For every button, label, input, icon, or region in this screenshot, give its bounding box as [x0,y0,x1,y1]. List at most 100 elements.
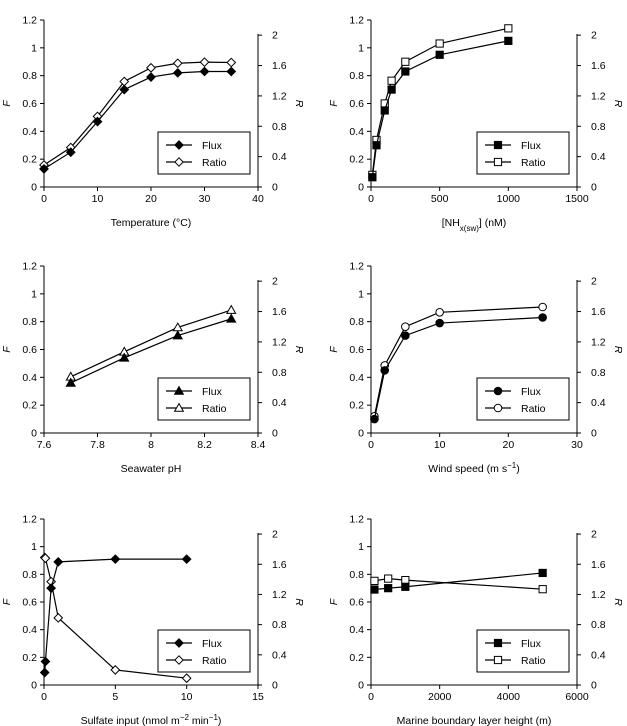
data-point-flux [401,331,410,340]
x-tick-label: 4000 [497,691,521,703]
x-tick-label: 1500 [565,193,589,205]
right-tick-label: 0 [272,182,278,194]
left-axis-label: F [1,100,13,107]
x-tick-label: 0 [41,193,47,205]
right-tick-label: 2 [272,529,278,541]
data-point-flux [401,67,410,76]
right-tick-label: 0.4 [591,649,606,661]
x-tick-label: 20 [145,193,157,205]
left-tick-label: 0 [358,680,364,692]
x-tick-label: 2000 [428,691,452,703]
data-point-flux [384,584,393,593]
data-point-flux [46,583,57,594]
x-tick-label: 1000 [497,193,521,205]
chart-panel-2: 0 0.2 0.4 0.6 0.8 1 1.2 0 0.4 0.8 1.2 1.6 2 0 500 1000 1… [328,15,624,233]
right-tick-label: 1.2 [591,589,606,601]
legend-label-ratio: Ratio [202,655,227,667]
chart-panel-3: 0 0.2 0.4 0.6 0.8 1 1.2 0 0.4 0.8 1.2 1.6 2 7.6 7.8 8 8.… [1,261,305,476]
right-tick-label: 0.4 [591,397,606,409]
right-axis-label: R [293,346,305,354]
legend-label-flux: Flux [521,140,542,152]
right-tick-label: 1.6 [272,306,287,318]
left-tick-label: 0.8 [349,70,364,82]
data-point-ratio [504,24,513,33]
x-axis-label: [NHx(sw)] (nM) [442,217,507,233]
legend-label-ratio: Ratio [521,655,546,667]
left-axis-label: F [328,346,340,353]
data-point-flux [119,84,130,95]
left-tick-label: 0.6 [349,98,364,110]
left-tick-label: 1 [31,42,37,54]
data-point-flux [370,585,379,594]
series-line-flux [70,318,232,384]
right-tick-label: 1.2 [272,90,287,102]
x-tick-label: 8 [148,439,154,451]
legend-box [157,377,251,421]
x-tick-label: 10 [181,691,193,703]
chart-panel-1: 00.20.40.60.811.200.40.81.21.620 10 20 30 40… [1,15,305,230]
right-axis-label: R [293,100,305,108]
right-tick-label: 1.6 [591,60,606,72]
data-point-flux [92,116,103,127]
right-tick-label: 0.8 [272,121,287,133]
data-point-flux [387,85,396,94]
left-tick-label: 0.2 [22,652,37,664]
x-tick-label: 0 [368,439,374,451]
left-tick-label: 1.2 [22,514,37,526]
data-point-ratio [225,304,237,314]
data-point-flux [225,313,237,323]
data-point-flux [401,582,410,591]
right-tick-label: 2 [591,30,597,42]
legend: Flux Ratio [157,377,251,421]
left-tick-label: 0.6 [22,597,37,609]
left-tick-label: 1.2 [349,514,364,526]
right-tick-label: 2 [272,276,278,288]
right-tick-label: 0.8 [591,121,606,133]
legend-label-flux: Flux [521,386,542,398]
data-point-ratio [538,585,547,594]
data-point-ratio [110,665,121,675]
right-tick-label: 0 [591,428,597,440]
data-point-ratio [40,553,51,564]
left-tick-label: 0 [358,182,364,194]
left-tick-label: 0.4 [349,126,364,138]
x-tick-label: 10 [92,193,104,205]
data-point-flux [504,36,513,45]
legend-label-ratio: Ratio [202,403,227,415]
right-tick-label: 1.2 [591,336,606,348]
data-point-ratio [435,308,444,317]
left-tick-label: 0.8 [22,316,37,328]
left-tick-label: 1 [31,541,37,553]
data-point-flux [118,352,130,362]
x-tick-label: 8.2 [197,439,212,451]
left-tick-label: 1 [358,288,364,300]
left-tick-label: 0.6 [349,344,364,356]
series-line-ratio [70,309,232,378]
data-point-flux [372,141,381,150]
legend-label-flux: Flux [202,386,223,398]
legend-marker-flux [173,385,185,395]
left-tick-label: 0.4 [349,372,364,384]
data-point-ratio [401,57,410,66]
chart-panel-6: 0 0.2 0.4 0.6 0.8 1 1.2 0 0.4 0.8 1.2 1.6 2 0 2000 4000… [328,514,624,726]
data-point-ratio [538,302,547,312]
right-tick-label: 1.2 [272,336,287,348]
right-tick-label: 1.2 [272,589,287,601]
x-tick-label: 6000 [565,691,589,703]
legend-marker-flux [174,140,184,150]
data-point-flux [370,414,379,424]
legend-marker-flux [493,638,503,648]
legend-box [476,131,570,175]
legend: Flux Ratio [476,131,570,175]
right-axis-label: R [612,346,624,354]
left-tick-label: 0.2 [349,400,364,412]
x-axis-label: Marine boundary layer height (m) [397,715,552,726]
legend: Flux Ratio [157,629,251,673]
legend-label-flux: Flux [521,638,542,650]
legend-marker-ratio [174,157,184,167]
data-point-flux [538,313,547,322]
data-point-flux [368,173,377,182]
legend: Flux Ratio [476,377,570,421]
left-tick-label: 1.2 [22,261,37,273]
left-tick-label: 0.2 [22,400,37,412]
